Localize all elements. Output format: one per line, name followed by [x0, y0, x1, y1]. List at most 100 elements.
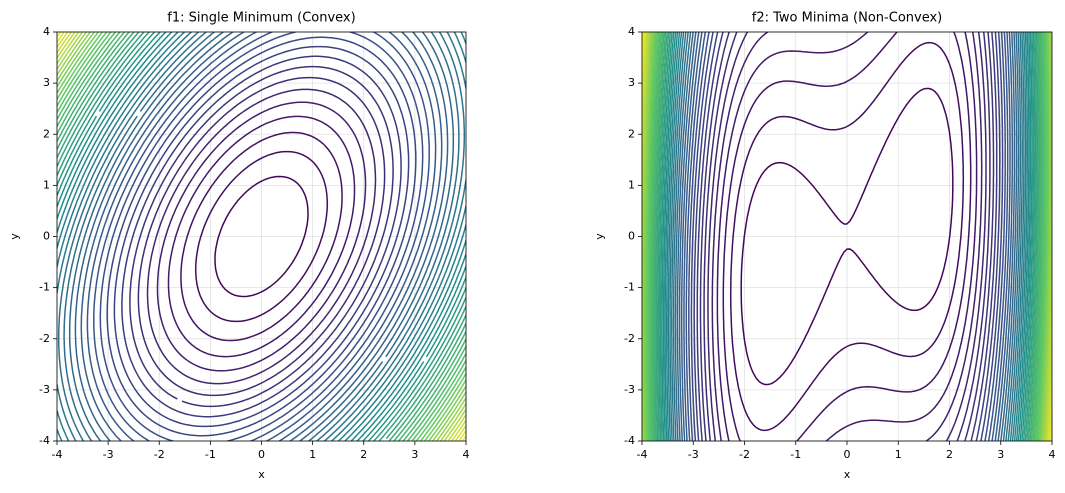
contour-line	[146, 88, 377, 385]
contour-line	[57, 32, 466, 441]
y-tick-label: -3	[624, 383, 635, 396]
contour-line	[683, 32, 1011, 441]
contour-line	[57, 32, 466, 441]
x-tick-label: 3	[411, 448, 418, 461]
y-tick-label: 0	[628, 230, 635, 243]
axes: -4 -3 -2 -1 0 1 2 3 4 -4 -3 -2 -1 0 1 2 3 4 f2: Two Minima…	[593, 11, 1056, 482]
y-tick-label: -1	[39, 281, 50, 294]
x-tick-label: -4	[52, 448, 63, 461]
x-tick-label: 0	[258, 448, 265, 461]
y-tick-label: 3	[43, 76, 50, 89]
y-tick-label: -1	[624, 281, 635, 294]
contour-line	[129, 65, 394, 408]
contour-line	[722, 32, 972, 441]
contour-line	[658, 32, 1036, 441]
contour-line	[699, 32, 995, 441]
contour-line	[740, 87, 954, 386]
y-axis-label: y	[8, 233, 21, 240]
contour-line	[653, 32, 1041, 441]
y-tick-label: -4	[39, 434, 50, 447]
contour-line	[688, 32, 1006, 441]
contour-line	[664, 32, 1030, 441]
x-tick-label: 1	[309, 448, 316, 461]
y-tick-label: 2	[628, 127, 635, 140]
contour-line	[655, 32, 1039, 441]
contour-line	[86, 32, 437, 441]
contour-line	[99, 32, 424, 441]
contour-line	[645, 32, 1049, 441]
contour-line	[68, 32, 455, 441]
contour-line	[707, 32, 987, 441]
x-tick-label: -1	[790, 448, 801, 461]
contour-line	[80, 32, 443, 441]
contour-line	[671, 32, 1023, 441]
y-tick-label: 4	[43, 25, 50, 38]
y-tick-label: 4	[628, 25, 635, 38]
contour-line	[661, 32, 1033, 441]
contour-line	[57, 32, 466, 441]
contour-line	[648, 32, 1046, 441]
contour-line	[659, 32, 1035, 441]
contour-line	[642, 32, 1052, 441]
y-tick-label: 2	[43, 127, 50, 140]
contour-line	[57, 32, 466, 441]
x-axis-label: x	[844, 468, 851, 481]
contour-line	[667, 32, 1027, 441]
contour-line	[57, 32, 466, 441]
contours	[642, 32, 1052, 441]
x-tick-label: -4	[637, 448, 648, 461]
contour-line	[57, 32, 466, 441]
contour-line	[167, 115, 356, 358]
contour-line	[57, 32, 466, 441]
contour-line	[93, 32, 430, 441]
contour-line	[654, 32, 1040, 441]
contour-line	[678, 32, 1016, 441]
chart-title: f1: Single Minimum (Convex)	[167, 11, 355, 26]
contour-line	[63, 32, 460, 441]
chart-title: f2: Two Minima (Non-Convex)	[752, 11, 943, 26]
y-axis-label: y	[593, 233, 606, 240]
contour-line	[685, 32, 1009, 441]
y-tick-label: 1	[43, 178, 50, 191]
contour-line	[57, 32, 466, 441]
contour-line	[57, 32, 466, 441]
contour-line	[156, 101, 367, 372]
contour-line	[57, 32, 466, 441]
contour-line	[669, 32, 1025, 441]
contour-line	[57, 32, 466, 441]
contour-line	[57, 32, 466, 441]
contour-line	[214, 175, 309, 298]
contour-line	[711, 32, 983, 441]
contour-line	[57, 32, 466, 441]
contour-line	[672, 32, 1022, 441]
contour-line	[644, 32, 1050, 441]
contour-line	[74, 32, 449, 441]
contour-line	[121, 55, 402, 418]
x-tick-label: -3	[688, 448, 699, 461]
y-tick-label: -2	[624, 332, 635, 345]
y-tick-label: 3	[628, 76, 635, 89]
contour-line	[57, 32, 466, 441]
contour-line	[194, 150, 329, 323]
contour-line	[649, 32, 1045, 441]
contour-line	[651, 32, 1043, 441]
contour-line	[113, 45, 410, 428]
contour-line	[662, 32, 1032, 441]
x-tick-label: 3	[997, 448, 1004, 461]
y-tick-label: -4	[624, 434, 635, 447]
contour-line	[729, 41, 965, 432]
x-tick-label: 0	[844, 448, 851, 461]
contour-line	[650, 32, 1044, 441]
y-tick-label: -3	[39, 383, 50, 396]
contour-line	[57, 32, 466, 441]
x-tick-label: -2	[739, 448, 750, 461]
x-tick-label: 4	[463, 448, 470, 461]
contour-line	[57, 32, 466, 439]
y-tick-label: 1	[628, 178, 635, 191]
contour-line	[690, 32, 1004, 441]
contour-line	[646, 32, 1048, 441]
contour-line	[57, 32, 466, 441]
contour-line	[716, 32, 978, 441]
contours	[57, 32, 466, 441]
